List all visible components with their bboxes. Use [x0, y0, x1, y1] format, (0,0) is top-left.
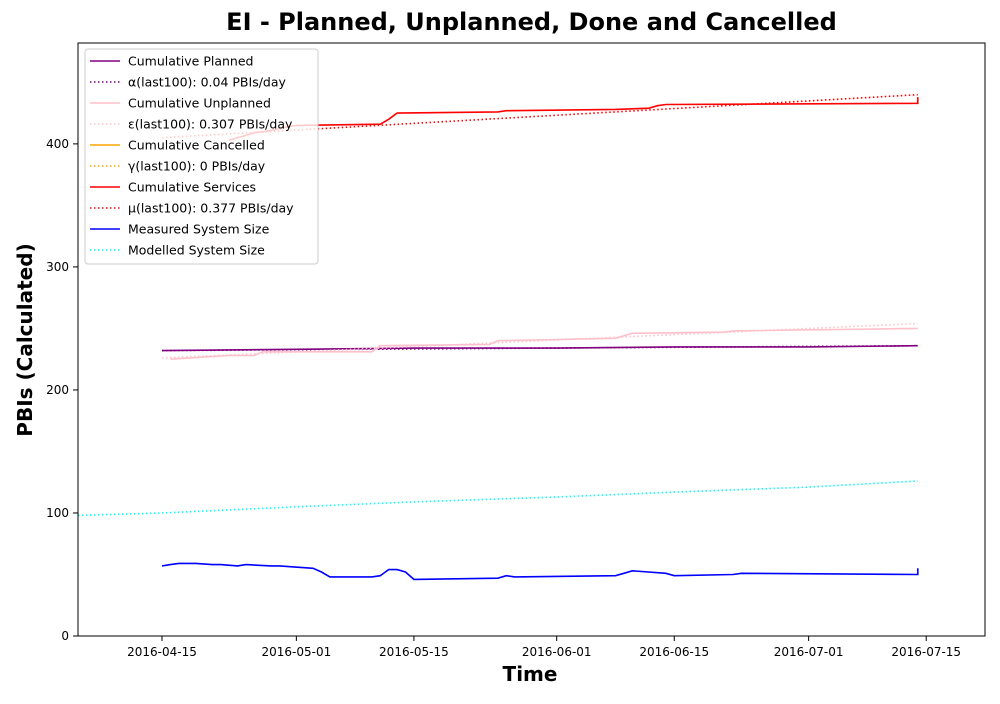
- legend-label: α(last100): 0.04 PBIs/day: [128, 75, 287, 90]
- x-tick-label: 2016-06-01: [522, 645, 592, 659]
- x-tick-label: 2016-07-15: [891, 645, 961, 659]
- x-tick-label: 2016-07-01: [774, 645, 844, 659]
- legend-label: Cumulative Planned: [128, 54, 253, 69]
- legend-label: Measured System Size: [128, 222, 270, 237]
- x-tick-label: 2016-05-01: [261, 645, 331, 659]
- legend-label: γ(last100): 0 PBIs/day: [128, 159, 266, 174]
- series-line-measured-system-size: [161, 562, 919, 581]
- legend-label: Cumulative Cancelled: [128, 138, 265, 153]
- legend-label: Cumulative Services: [128, 180, 256, 195]
- series-line-last100-0-307-pbis-day: [161, 322, 918, 359]
- series-line-modelled-system-size: [77, 480, 918, 517]
- legend: Cumulative Planned α(last100): 0.04 PBIs/…: [84, 48, 319, 265]
- x-axis-label: Time: [503, 662, 558, 686]
- legend-label: Modelled System Size: [128, 243, 265, 258]
- legend-label: Cumulative Unplanned: [128, 96, 271, 111]
- y-axis-ticks: 0 100 200 300 400: [46, 137, 78, 643]
- series-line-cumulative-planned: [161, 344, 918, 352]
- y-tick-label: 200: [46, 383, 69, 397]
- x-tick-label: 2016-05-15: [379, 645, 449, 659]
- legend-label: ε(last100): 0.307 PBIs/day: [128, 117, 293, 132]
- series-line-cumulative-unplanned: [170, 327, 918, 360]
- legend-label: μ(last100): 0.377 PBIs/day: [128, 201, 294, 216]
- chart-title: EI - Planned, Unplanned, Done and Cancel…: [226, 8, 837, 36]
- plot-frame: [77, 42, 986, 637]
- x-tick-label: 2016-04-15: [127, 645, 197, 659]
- x-axis-ticks: 2016-04-15 2016-05-01 2016-05-15 2016-06-01…: [127, 636, 961, 659]
- y-tick-label: 300: [46, 260, 69, 274]
- y-tick-label: 400: [46, 137, 69, 151]
- legend-box: [84, 48, 319, 265]
- series-line-cumulative-services: [228, 97, 919, 141]
- y-tick-label: 100: [46, 506, 69, 520]
- y-tick-label: 0: [61, 629, 69, 643]
- y-axis-label: PBIs (Calculated): [13, 243, 37, 436]
- x-tick-label: 2016-06-15: [639, 645, 709, 659]
